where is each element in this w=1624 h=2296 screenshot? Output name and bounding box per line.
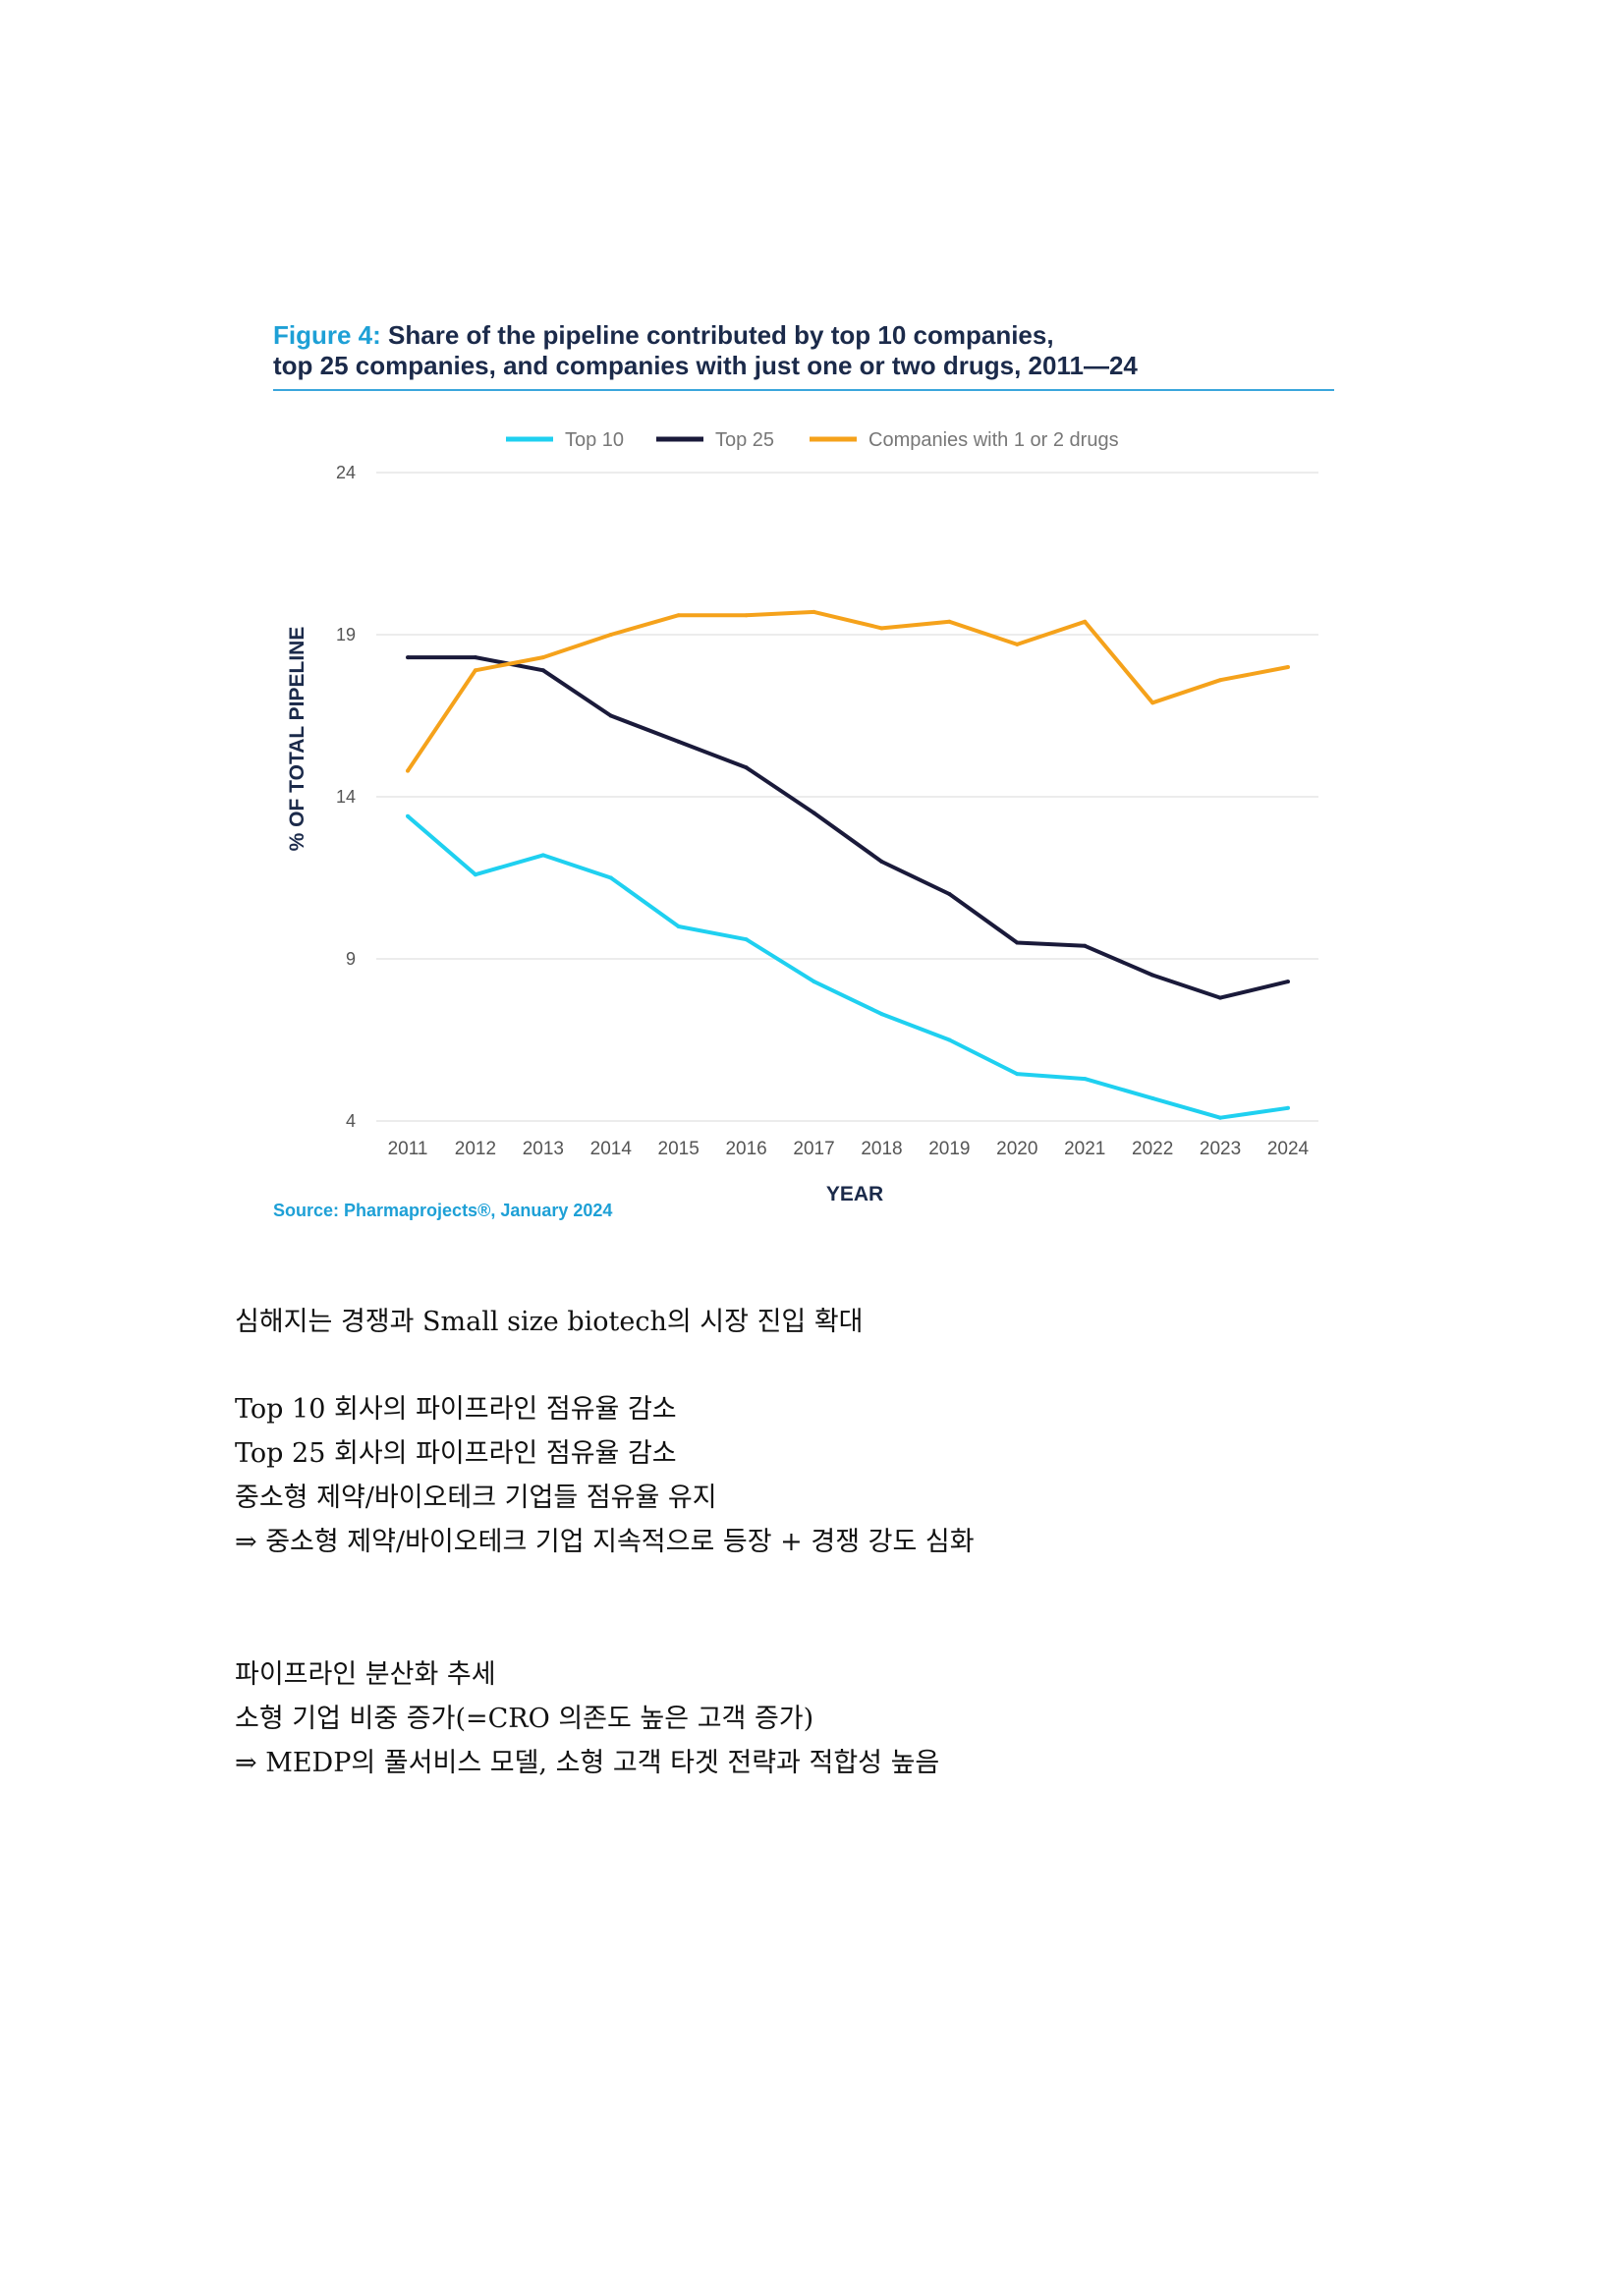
y-tick-label: 24 — [336, 463, 356, 482]
data-point — [608, 875, 613, 880]
x-tick-label: 2020 — [996, 1139, 1037, 1159]
x-tick-label: 2011 — [388, 1139, 428, 1159]
data-point — [473, 872, 477, 877]
figure-source: Source: Pharmaprojects®, January 2024 — [273, 1201, 613, 1220]
legend-label: Top 25 — [715, 429, 774, 451]
data-point — [1286, 1105, 1290, 1110]
data-point — [1083, 943, 1088, 948]
data-point — [1150, 1095, 1155, 1100]
notes-heading-1: 심해지는 경쟁과 Small size biotech의 시장 진입 확대 — [235, 1307, 864, 1337]
figure-title-line2: top 25 companies, and companies with jus… — [273, 351, 1138, 380]
x-axis-label: YEAR — [826, 1183, 883, 1205]
data-point — [1218, 995, 1223, 1000]
y-axis-label: % OF TOTAL PIPELINE — [286, 627, 308, 852]
data-point — [812, 811, 816, 815]
data-point — [744, 937, 749, 942]
data-point — [744, 613, 749, 618]
figure-number: Figure 4: — [273, 320, 381, 350]
x-tick-label: 2022 — [1132, 1139, 1173, 1159]
data-point — [1286, 665, 1290, 669]
data-point — [608, 633, 613, 637]
note-line: 중소형 제약/바이오테크 기업들 점유율 유지 — [235, 1483, 717, 1513]
x-tick-label: 2024 — [1267, 1139, 1310, 1159]
data-point — [676, 613, 681, 618]
x-tick-label: 2019 — [928, 1139, 970, 1159]
data-point — [540, 853, 545, 858]
x-tick-label: 2021 — [1064, 1139, 1105, 1159]
data-point — [744, 765, 749, 770]
y-tick-label: 14 — [336, 787, 356, 807]
y-tick-label: 4 — [346, 1111, 356, 1131]
data-point — [1083, 1077, 1088, 1082]
data-point — [406, 768, 410, 773]
data-point — [676, 739, 681, 744]
x-tick-label: 2013 — [523, 1139, 564, 1159]
data-point — [1015, 1072, 1020, 1077]
data-point — [473, 668, 477, 673]
data-point — [947, 619, 952, 624]
data-point — [1150, 973, 1155, 978]
y-tick-label: 19 — [336, 625, 356, 644]
note-line: 소형 기업 비중 증가(=CRO 의존도 높은 고객 증가) — [235, 1704, 814, 1734]
note-conclusion: ⇒ 중소형 제약/바이오테크 기업 지속적으로 등장 + 경쟁 강도 심화 — [235, 1527, 975, 1557]
title-divider — [273, 389, 1334, 391]
line-chart: 24 19 14 9 4 2011 2012 2013 2014 2015 2016 2017 2018… — [286, 429, 1318, 1205]
data-point — [676, 924, 681, 928]
x-tick-label: 2018 — [861, 1139, 902, 1159]
series-line-companies-with-1-or-2-drugs — [406, 609, 1289, 772]
data-point — [473, 655, 477, 660]
data-point — [947, 1037, 952, 1042]
note-line: Top 10 회사의 파이프라인 점유율 감소 — [235, 1394, 677, 1425]
data-point — [540, 655, 545, 660]
data-point — [406, 813, 410, 818]
x-tick-label: 2016 — [725, 1139, 766, 1159]
legend-label: Top 10 — [565, 429, 624, 451]
data-point — [1015, 940, 1020, 945]
data-point — [608, 713, 613, 718]
notes-heading-2: 파이프라인 분산화 추세 — [235, 1659, 496, 1690]
data-point — [540, 668, 545, 673]
data-point — [1150, 700, 1155, 705]
data-point — [879, 860, 884, 864]
figure-title: Figure 4: Share of the pipeline contribu… — [273, 320, 1334, 381]
note-line: Top 25 회사의 파이프라인 점유율 감소 — [235, 1438, 677, 1469]
series-line-top-10 — [406, 814, 1289, 1120]
legend-label: Companies with 1 or 2 drugs — [868, 429, 1119, 451]
x-tick-label: 2017 — [793, 1139, 834, 1159]
note-conclusion: ⇒ MEDP의 풀서비스 모델, 소형 고객 타겟 전략과 적합성 높음 — [235, 1748, 940, 1778]
data-point — [406, 655, 410, 660]
y-tick-label: 9 — [346, 949, 356, 969]
figure-title-line1: Share of the pipeline contributed by top… — [380, 320, 1054, 350]
x-tick-label: 2014 — [590, 1139, 633, 1159]
data-point — [1083, 619, 1088, 624]
data-point — [1015, 642, 1020, 646]
x-tick-label: 2012 — [455, 1139, 496, 1159]
x-tick-label: 2023 — [1200, 1139, 1241, 1159]
data-point — [1218, 1115, 1223, 1120]
data-point — [812, 980, 816, 984]
data-point — [1218, 678, 1223, 683]
data-point — [812, 609, 816, 614]
series-line-top-25 — [408, 655, 1289, 1000]
x-tick-label: 2015 — [658, 1139, 700, 1159]
data-point — [1286, 980, 1290, 984]
data-point — [879, 626, 884, 631]
data-point — [947, 892, 952, 896]
data-point — [879, 1012, 884, 1017]
